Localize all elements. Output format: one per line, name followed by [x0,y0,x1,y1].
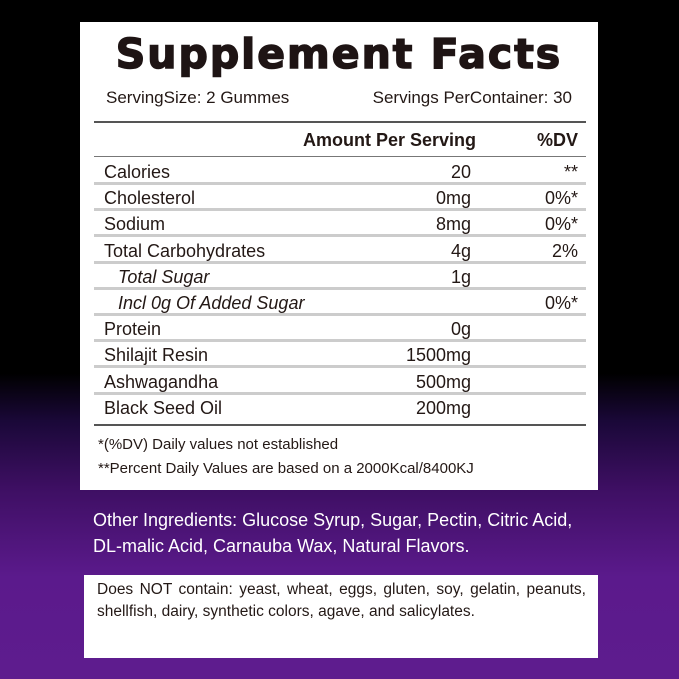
nutrient-dv: 2% [551,240,578,261]
divider [94,121,586,123]
footnote: **Percent Daily Values are based on a 20… [98,460,474,477]
nutrient-dv: 0%* [544,293,578,313]
table-row: Protein 0g [94,316,586,343]
nutrient-dv: ** [563,162,578,182]
divider [94,156,586,157]
nutrient-amount: 0mg [435,188,471,209]
nutrient-amount: 20 [450,162,471,182]
table-row: Calories 20 ** [94,159,586,185]
nutrient-amount: 500mg [415,371,471,392]
table-row: Cholesterol 0mg 0%* [94,185,586,212]
nutrient-amount: 8mg [435,214,471,235]
allergen-box: Does NOT contain: yeast, wheat, eggs, gl… [84,575,598,658]
nutrient-amount: 4g [450,240,471,261]
table-row: Ashwagandha 500mg [94,369,586,395]
nutrient-name: Ashwagandha [104,371,219,392]
divider [94,424,586,426]
nutrient-name: Black Seed Oil [104,397,223,418]
servings-per-container: Servings PerContainer: 30 [372,88,572,107]
nutrient-dv: 0%* [544,188,578,209]
supplement-facts-panel: Supplement Facts ServingSize: 2 Gummes S… [80,22,598,490]
nutrient-amount: 200mg [415,397,471,418]
nutrient-name: Cholesterol [104,188,196,209]
does-not-contain: Does NOT contain: yeast, wheat, eggs, gl… [97,581,586,620]
table-row: Black Seed Oil 200mg [94,395,586,421]
serving-info: ServingSize: 2 Gummes Servings PerContai… [106,88,572,108]
nutrient-amount: 1g [450,266,471,287]
nutrient-name: Total Carbohydrates [104,240,266,261]
table-row: Total Carbohydrates 4g 2% [94,238,586,264]
serving-size: ServingSize: 2 Gummes [106,88,290,107]
nutrient-amount: 0g [450,319,471,340]
table-row: Total Sugar 1g [94,264,586,290]
table-row: Incl 0g Of Added Sugar 0%* [94,290,586,316]
other-ingredients: Other Ingredients: Glucose Syrup, Sugar,… [93,510,573,556]
table-row: Shilajit Resin 1500mg [94,342,586,369]
nutrient-name: Shilajit Resin [104,345,209,366]
table-row: Sodium 8mg 0%* [94,211,586,238]
nutrient-name: Protein [104,319,162,340]
title: Supplement Facts [115,29,563,79]
nutrient-name: Total Sugar [118,266,210,287]
nutrient-dv: 0%* [544,214,578,235]
nutrient-name: Incl 0g Of Added Sugar [118,293,305,313]
dv-header: %DV [536,130,578,150]
footnote: *(%DV) Daily values not established [98,436,339,453]
amount-header: Amount Per Serving [302,130,476,150]
table-header: Amount Per Serving %DV [80,130,598,154]
nutrient-name: Sodium [104,214,166,235]
nutrient-amount: 1500mg [405,345,471,366]
nutrient-name: Calories [104,162,171,182]
